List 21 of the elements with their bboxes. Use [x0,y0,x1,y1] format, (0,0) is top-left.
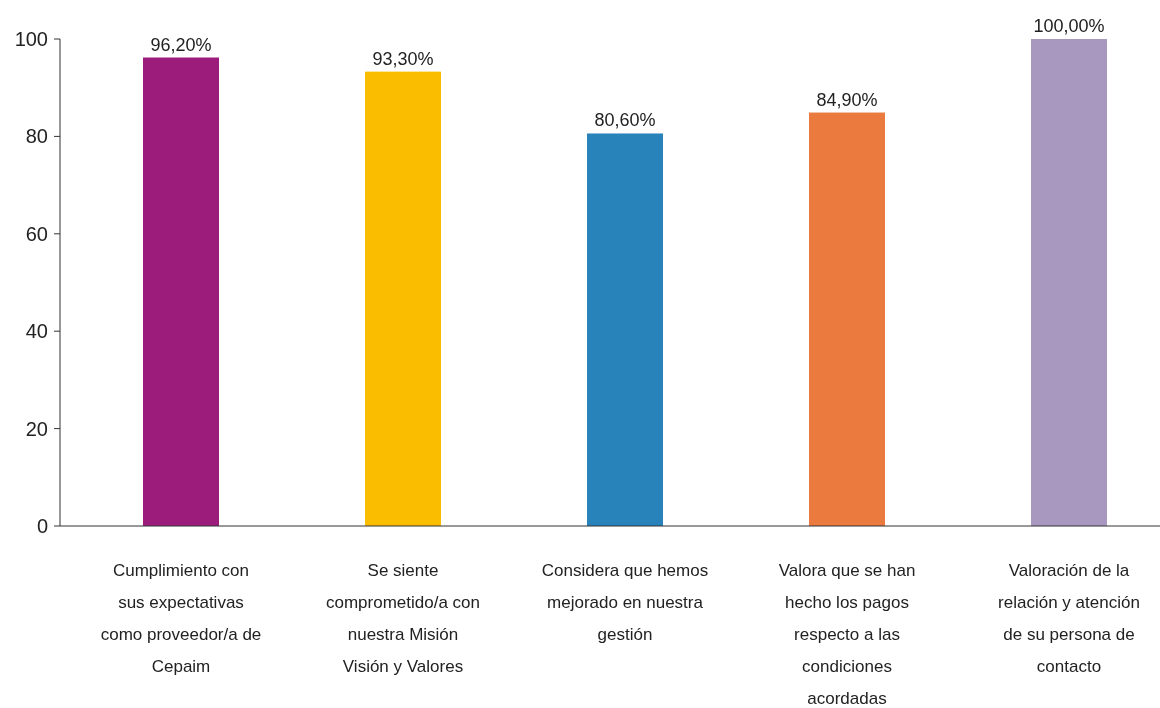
y-tick-label: 20 [25,417,48,440]
y-tick-label: 80 [25,125,48,148]
bar [143,57,219,526]
y-tick-label: 40 [25,320,48,343]
data-label: 96,20% [150,34,212,55]
x-tick-label: Se siente comprometido/a con nuestra Misión Visión y Valores [325,561,481,676]
bar [1031,39,1107,526]
data-label: 100,00% [1033,16,1105,36]
x-tick-label: Cumplimiento con sus expectativas como proveedor/a de Cepaim [100,561,262,676]
bar [587,133,663,526]
x-tick-label: Valora que se han hecho los pagos respecto a las condiciones acordadas [778,561,916,708]
x-tick-label: Valoración de la relación y atención de su persona de contacto [998,561,1140,676]
data-label: 93,30% [372,48,434,69]
data-label: 84,90% [816,89,878,110]
bar [809,112,885,526]
y-tick-label: 60 [25,222,48,245]
bar [365,71,441,526]
y-tick-label: 100 [14,28,48,50]
x-tick-label: Considera que hemos mejorado en nuestra gestión [541,561,709,644]
y-tick-label: 0 [36,515,48,537]
data-label: 80,60% [594,110,656,131]
